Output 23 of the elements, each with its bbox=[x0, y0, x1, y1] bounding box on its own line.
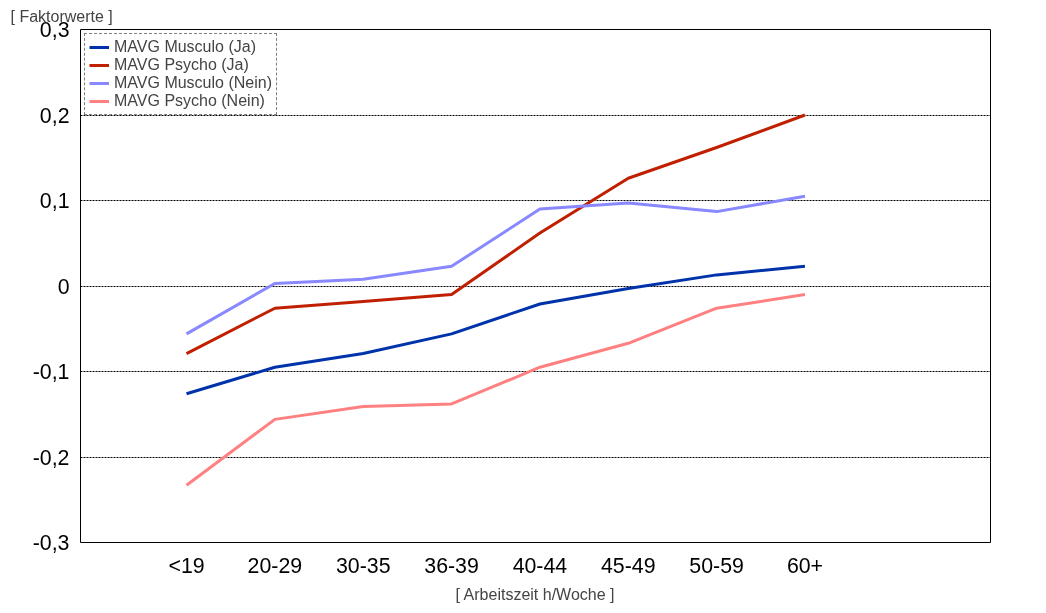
y-tick-label: -0,1 bbox=[32, 360, 70, 384]
y-tick-label: 0 bbox=[57, 274, 70, 299]
legend-label: MAVG Musculo (Nein) bbox=[114, 74, 272, 92]
y-tick-label: -0,2 bbox=[32, 445, 70, 470]
legend-label: MAVG Psycho (Ja) bbox=[114, 56, 249, 74]
line-series bbox=[185, 293, 807, 487]
y-tick-label: 0,2 bbox=[39, 103, 70, 128]
line-series bbox=[185, 194, 807, 336]
x-tick-label: 50-59 bbox=[689, 553, 744, 578]
x-tick-label: <19 bbox=[168, 553, 205, 578]
x-tick-label: 40-44 bbox=[512, 553, 568, 578]
x-tick-label: 30-35 bbox=[335, 553, 391, 578]
x-tick-label: 45-49 bbox=[600, 553, 656, 578]
legend-label: MAVG Musculo (Ja) bbox=[114, 38, 256, 56]
legend-label: MAVG Psycho (Nein) bbox=[114, 92, 265, 110]
y-tick-label: -0,3 bbox=[32, 531, 70, 555]
y-tick-label: 0,1 bbox=[39, 189, 70, 213]
x-axis-title: [ Arbeitszeit h/Woche ] bbox=[455, 585, 615, 603]
x-tick-label: 36-39 bbox=[424, 553, 479, 578]
x-tick-label: 60+ bbox=[786, 553, 824, 578]
line-series bbox=[185, 264, 807, 396]
line-series bbox=[185, 113, 807, 356]
x-tick-label: 20-29 bbox=[247, 553, 303, 578]
